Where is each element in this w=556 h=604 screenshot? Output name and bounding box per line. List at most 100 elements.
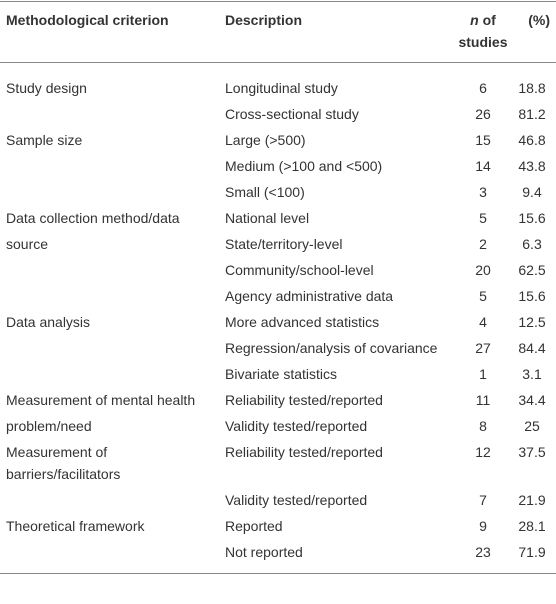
table-cell: source: [6, 236, 49, 252]
header-cell: (%): [508, 1, 556, 63]
table-cell: 3: [479, 184, 487, 200]
table-cell: 6: [479, 80, 487, 96]
table-cell: Small (<100): [225, 184, 305, 200]
table-cell: Regression/analysis of covariance: [225, 340, 438, 356]
table-cell: 34.4: [518, 392, 546, 408]
table-row: Study design Longitudinal study 6 18.8: [0, 63, 556, 101]
table-cell: 9.4: [522, 184, 542, 200]
table-row: Measurement of mental health Reliability …: [0, 386, 556, 412]
table-row: Measurement of barriers/facilitators Reli…: [0, 438, 556, 486]
table-cell: 6.3: [522, 236, 542, 252]
table-cell: 15.6: [518, 288, 546, 304]
table-row: Cross-sectional study 26 81.2: [0, 100, 556, 126]
table-cell: Sample size: [6, 132, 83, 148]
table-cell: problem/need: [6, 418, 92, 434]
table-cell: 3.1: [522, 366, 542, 382]
table-cell: 81.2: [518, 106, 546, 122]
table-cell: Medium (>100 and <500): [225, 158, 383, 174]
table-cell: 8: [479, 418, 487, 434]
header-row: Methodological criterion Description n o…: [0, 1, 556, 63]
table-row: Small (<100) 3 9.4: [0, 178, 556, 204]
table-cell: Measurement of mental health: [6, 392, 196, 408]
table-cell: Theoretical framework: [6, 518, 145, 534]
table-cell: Not reported: [225, 544, 303, 560]
table-cell: 37.5: [518, 444, 546, 460]
table-cell: 25: [524, 418, 540, 434]
table-cell: 18.8: [518, 80, 546, 96]
table-cell: Agency administrative data: [225, 288, 394, 304]
table-cell: Bivariate statistics: [225, 366, 338, 382]
table-cell: [0, 334, 225, 360]
table-cell: [0, 538, 225, 574]
header-italic: n: [470, 12, 479, 28]
table-cell: 12: [475, 444, 491, 460]
table-cell: Data collection method/data: [6, 210, 180, 226]
table: Methodological criterion Description n o…: [0, 1, 556, 574]
table-row: Community/school-level 20 62.5: [0, 256, 556, 282]
table-cell: National level: [225, 210, 310, 226]
table-cell: Study design: [6, 80, 87, 96]
table-cell: [0, 178, 225, 204]
table-cell: More advanced statistics: [225, 314, 380, 330]
table-cell: 5: [479, 210, 487, 226]
table-cell: 62.5: [518, 262, 546, 278]
table-row: Agency administrative data 5 15.6: [0, 282, 556, 308]
table-row: problem/need Validity tested/reported 8 25: [0, 412, 556, 438]
table-cell: Large (>500): [225, 132, 306, 148]
table-cell: 2: [479, 236, 487, 252]
header-cell: Description: [225, 1, 458, 63]
header-cell: n of studies: [458, 1, 508, 63]
table-cell: 26: [475, 106, 491, 122]
table-cell: Reliability tested/reported: [225, 392, 383, 408]
table-cell: Cross-sectional study: [225, 106, 359, 122]
table-row: Validity tested/reported 7 21.9: [0, 486, 556, 512]
table-cell: Validity tested/reported: [225, 492, 368, 508]
table-cell: 71.9: [518, 544, 546, 560]
table-cell: 43.8: [518, 158, 546, 174]
table-cell: Measurement of barriers/facilitators: [6, 444, 121, 482]
table-cell: [0, 100, 225, 126]
table-row: source State/territory-level 2 6.3: [0, 230, 556, 256]
table-cell: 46.8: [518, 132, 546, 148]
table-body: Study design Longitudinal study 6 18.8 Cross…: [0, 63, 556, 574]
table-cell: 12.5: [518, 314, 546, 330]
table-row: Medium (>100 and <500) 14 43.8: [0, 152, 556, 178]
table-row: Sample size Large (>500) 15 46.8: [0, 126, 556, 152]
table-cell: [0, 152, 225, 178]
table-cell: State/territory-level: [225, 236, 343, 252]
table-cell: 9: [479, 518, 487, 534]
table-cell: 28.1: [518, 518, 546, 534]
table-cell: [0, 282, 225, 308]
table-cell: 23: [475, 544, 491, 560]
table-cell: 27: [475, 340, 491, 356]
table-cell: Data analysis: [6, 314, 91, 330]
table-cell: Validity tested/reported: [225, 418, 368, 434]
table-row: Regression/analysis of covariance 27 84.4: [0, 334, 556, 360]
table-cell: 5: [479, 288, 487, 304]
table-cell: 1: [479, 366, 487, 382]
table-cell: 20: [475, 262, 491, 278]
table-row: Data analysis More advanced statistics 4 12…: [0, 308, 556, 334]
table-cell: 15: [475, 132, 491, 148]
table-cell: 84.4: [518, 340, 546, 356]
table-row: Bivariate statistics 1 3.1: [0, 360, 556, 386]
table-cell: 14: [475, 158, 491, 174]
table-cell: 4: [479, 314, 487, 330]
table-cell: [0, 486, 225, 512]
table-cell: 21.9: [518, 492, 546, 508]
table-cell: Longitudinal study: [225, 80, 338, 96]
table-cell: 15.6: [518, 210, 546, 226]
table-cell: 7: [479, 492, 487, 508]
table-cell: [0, 256, 225, 282]
table-cell: [0, 360, 225, 386]
table-row: Not reported 23 71.9: [0, 538, 556, 574]
header-cell: Methodological criterion: [0, 1, 225, 63]
table-cell: Reported: [225, 518, 283, 534]
table-cell: Reliability tested/reported: [225, 444, 383, 460]
table-cell: 11: [475, 392, 491, 408]
table-cell: Community/school-level: [225, 262, 374, 278]
header-text: of studies: [458, 12, 508, 50]
table-row: Theoretical framework Reported 9 28.1: [0, 512, 556, 538]
table-row: Data collection method/data National leve…: [0, 204, 556, 230]
